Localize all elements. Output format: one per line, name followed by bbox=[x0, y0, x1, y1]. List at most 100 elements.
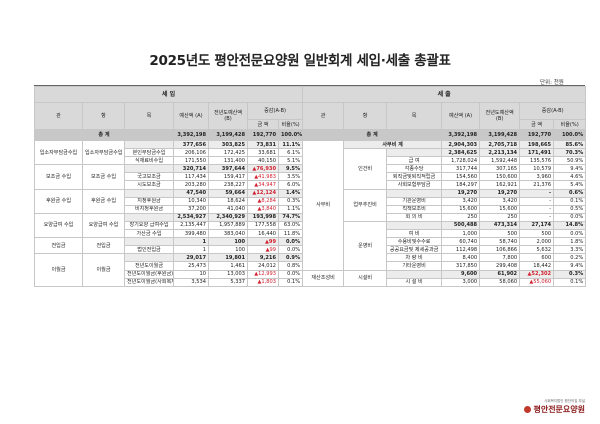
expense-amount: 500 bbox=[519, 229, 555, 239]
expense-budget: 3,420 bbox=[441, 196, 481, 206]
income-sub-amount: 73,831 bbox=[247, 139, 279, 150]
expense-ratio: 5.4% bbox=[553, 180, 587, 190]
expense-prev: 150,600 bbox=[479, 172, 521, 182]
seal-icon bbox=[524, 406, 532, 413]
expense-ratio: 85.6% bbox=[553, 139, 587, 150]
income-budget: 117,434 bbox=[173, 172, 209, 182]
income-hang: 입소자부담금수입 bbox=[82, 139, 125, 166]
income-total-label: 총 계 bbox=[34, 129, 174, 141]
expense-ratio: 0.5% bbox=[553, 204, 587, 214]
expense-mok: 기타운영비 bbox=[386, 261, 443, 271]
income-gwan: 이월금 bbox=[34, 253, 83, 287]
table-row: 가산금 수입 399,480 383,040 16,440 11.8% 여 비 1,000 5… bbox=[35, 229, 587, 239]
income-ratio: 11.8% bbox=[277, 229, 304, 239]
expense-prev: 299,408 bbox=[479, 261, 521, 271]
income-prev: 13,003 bbox=[208, 269, 248, 279]
footer-subtitle: 사회복지법인 평안의집 부설 bbox=[544, 399, 585, 403]
income-mok: 전년도이월금 bbox=[124, 261, 174, 271]
expense-section-header: 세 출 bbox=[302, 86, 587, 103]
income-amount: 16,440 bbox=[247, 229, 279, 239]
income-mok-sub bbox=[124, 237, 174, 247]
footer-org-name: 평안전문요양원 bbox=[533, 405, 585, 414]
expense-amount: 135,576 bbox=[519, 156, 555, 166]
expense-prev: 500 bbox=[479, 229, 521, 239]
income-sub-budget: 47,540 bbox=[173, 188, 209, 198]
expense-mok bbox=[386, 269, 443, 279]
income-sub-budget: 2,534,927 bbox=[173, 212, 209, 222]
expense-mok bbox=[386, 148, 443, 158]
expense-mok: 사회보험부담금 bbox=[386, 180, 443, 190]
expense-ratio: 0.1% bbox=[553, 277, 587, 287]
expense-total-prev: 3,199,428 bbox=[479, 129, 521, 141]
income-hang: 전입금 bbox=[82, 237, 125, 255]
income-sub-ratio: 0.0% bbox=[277, 237, 304, 247]
income-mok: 전년도이월금(사회복지) bbox=[124, 277, 174, 287]
expense-ratio: 0.6% bbox=[553, 188, 587, 198]
unit-label: 단위: 천원 bbox=[540, 80, 564, 86]
income-prev: 172,425 bbox=[208, 148, 248, 158]
expense-gwan: 사무비 bbox=[302, 140, 345, 271]
income-prev: 159,417 bbox=[208, 172, 248, 182]
income-mok: 시도보조금 bbox=[124, 180, 174, 190]
income-budget: 399,480 bbox=[173, 229, 209, 239]
income-ratio: 0.3% bbox=[277, 196, 304, 206]
expense-amount: ▲55,060 bbox=[519, 277, 555, 287]
col-budget: 예산액 (A) bbox=[173, 102, 209, 130]
col-gwan-exp: 관 bbox=[302, 102, 345, 130]
income-ratio: 63.0% bbox=[277, 220, 304, 231]
income-amount: 33,681 bbox=[247, 148, 279, 158]
table-row: 식재료비수입 171,550 131,400 40,150 5.1% 급 여 1,728,0… bbox=[35, 156, 587, 166]
budget-summary-table: 세 입 세 출 관 항 목 예산액 (A) 전년도예산액 (B) 증감(A-B)… bbox=[33, 86, 587, 287]
expense-prev: 307,165 bbox=[479, 164, 521, 174]
expense-budget: 8,400 bbox=[441, 253, 481, 263]
income-prev: 18,624 bbox=[208, 196, 248, 206]
expense-amount: 5,632 bbox=[519, 245, 555, 255]
expense-amount: - bbox=[519, 204, 555, 214]
col-hang: 항 bbox=[82, 102, 125, 130]
expense-prev: 3,420 bbox=[479, 196, 521, 206]
income-sub-prev: 59,664 bbox=[208, 188, 248, 198]
income-amount: ▲1,803 bbox=[247, 277, 279, 287]
expense-amount: 10,579 bbox=[519, 164, 555, 174]
expense-prev: 2,213,134 bbox=[479, 148, 521, 158]
expense-budget: 19,270 bbox=[441, 188, 481, 198]
income-ratio: 0.8% bbox=[277, 261, 304, 271]
expense-budget: 1,728,024 bbox=[441, 156, 481, 166]
income-sub-ratio: 74.7% bbox=[277, 212, 304, 222]
expense-mok-total: 사무비 계 bbox=[343, 139, 443, 150]
income-prev: 383,040 bbox=[208, 229, 248, 239]
table-row: 후원금 수입 후원금 수입 47,540 59,664 ▲12,124 1.4% 업무추진비… bbox=[34, 188, 587, 222]
expense-ratio: 0.2% bbox=[553, 253, 587, 263]
col-mok: 목 bbox=[124, 102, 174, 130]
expense-budget: 3,000 bbox=[441, 277, 481, 287]
income-amount: ▲99 bbox=[247, 245, 279, 255]
col-change: 증감(A-B) bbox=[246, 102, 304, 120]
income-sub-prev: 19,801 bbox=[208, 253, 248, 263]
table-row: 이월금 이월금 29,017 19,801 9,216 0.9% 차 량 비 8,400 7,8… bbox=[34, 253, 587, 287]
expense-prev: 250 bbox=[479, 212, 521, 222]
expense-mok: 수용비및수수료 bbox=[386, 237, 443, 247]
expense-ratio: 4.6% bbox=[553, 172, 587, 182]
expense-amount: 18,442 bbox=[519, 261, 555, 271]
col-gwan: 관 bbox=[34, 102, 83, 130]
expense-prev: 2,705,718 bbox=[479, 139, 521, 150]
expense-prev: 58,740 bbox=[479, 237, 521, 247]
income-prev: 131,400 bbox=[208, 156, 248, 166]
expense-mok: 여 비 bbox=[386, 229, 443, 239]
income-sub-budget: 377,656 bbox=[173, 139, 209, 150]
expense-ratio: 0.0% bbox=[553, 229, 587, 239]
income-budget: 206,106 bbox=[173, 148, 209, 158]
expense-mok bbox=[386, 220, 443, 231]
expense-mok: 급 여 bbox=[386, 156, 443, 166]
income-sub-amount: 193,998 bbox=[247, 212, 279, 222]
income-total-budget: 3,392,198 bbox=[173, 129, 209, 141]
income-budget: 25,473 bbox=[173, 261, 209, 271]
table-row: 전년도이월금(후원금) 10 13,003 ▲12,993 0.0% 재산조성비 시설비 9,… bbox=[35, 269, 587, 287]
footer-brand: 사회복지법인 평안의집 부설 평안전문요양원 bbox=[470, 399, 585, 415]
income-budget: 203,280 bbox=[173, 180, 209, 190]
expense-hang: 운영비 bbox=[343, 220, 388, 271]
table-row: 보조금 수입 보조금 수입 320,714 397,644 ▲76,930 9.5% 각종수… bbox=[34, 164, 587, 190]
col-amount-exp: 금 액 bbox=[519, 119, 555, 130]
expense-amount: 198,665 bbox=[519, 139, 555, 150]
expense-ratio: 0.0% bbox=[553, 212, 587, 222]
